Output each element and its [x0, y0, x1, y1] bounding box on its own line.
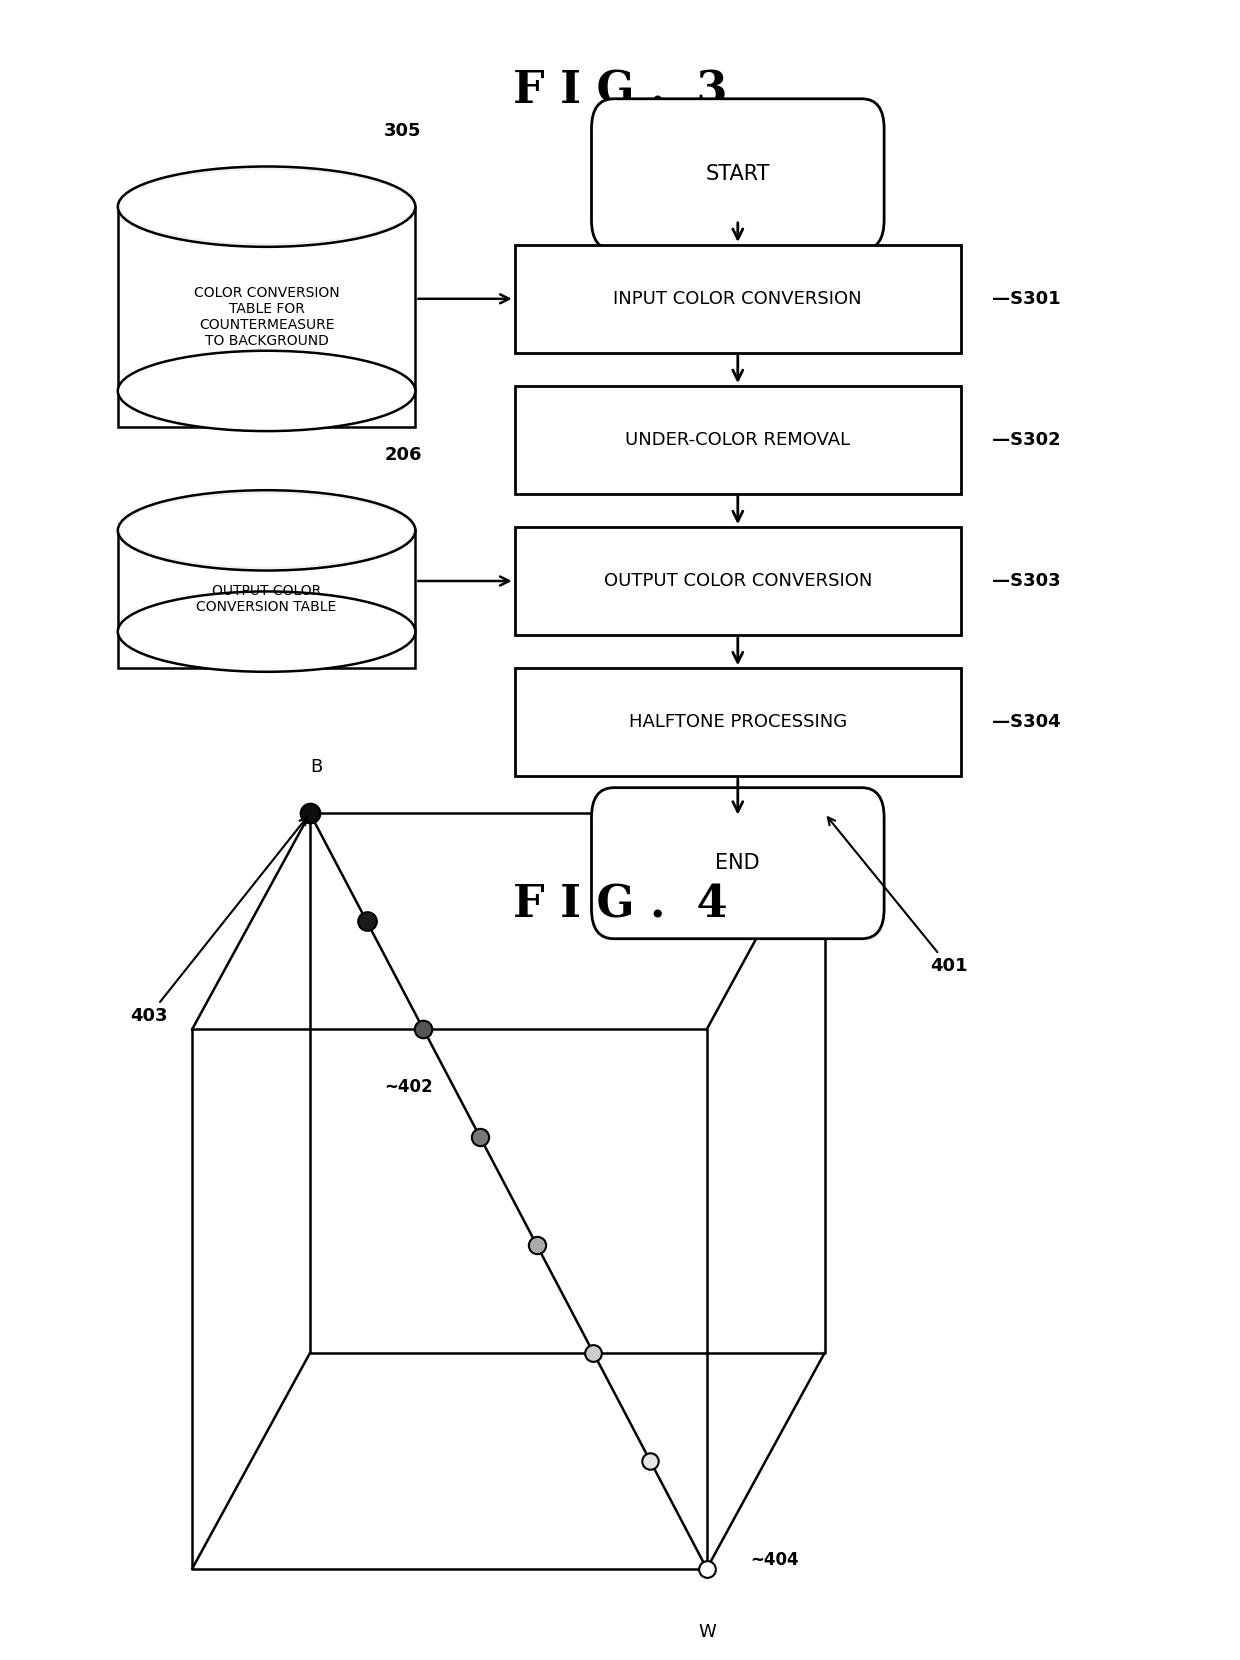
Text: —S301: —S301	[992, 290, 1060, 307]
Bar	[515, 385, 961, 495]
Text: ~402: ~402	[384, 1079, 433, 1096]
Text: B: B	[310, 759, 322, 775]
Ellipse shape	[120, 171, 413, 242]
Point	[470, 1124, 490, 1150]
Point	[527, 1232, 547, 1258]
Point	[413, 1016, 433, 1042]
Point	[640, 1448, 660, 1474]
Bar	[515, 526, 961, 634]
Ellipse shape	[120, 495, 413, 568]
Bar	[118, 531, 415, 667]
Point	[584, 1340, 604, 1366]
Text: OUTPUT COLOR
CONVERSION TABLE: OUTPUT COLOR CONVERSION TABLE	[196, 584, 337, 614]
FancyBboxPatch shape	[591, 98, 884, 249]
Ellipse shape	[118, 591, 415, 672]
Text: 403: 403	[130, 817, 306, 1024]
Text: UNDER-COLOR REMOVAL: UNDER-COLOR REMOVAL	[625, 432, 851, 448]
Text: INPUT COLOR CONVERSION: INPUT COLOR CONVERSION	[614, 290, 862, 307]
Bar	[515, 244, 961, 352]
Ellipse shape	[118, 350, 415, 432]
Point	[300, 800, 320, 827]
Text: —S304: —S304	[992, 714, 1060, 730]
Ellipse shape	[118, 490, 415, 571]
Ellipse shape	[118, 166, 415, 247]
Text: 401: 401	[828, 817, 967, 974]
Text: W: W	[698, 1623, 715, 1640]
Text: —S302: —S302	[992, 432, 1060, 448]
Text: F I G .  3: F I G . 3	[513, 70, 727, 113]
Text: HALFTONE PROCESSING: HALFTONE PROCESSING	[629, 714, 847, 730]
Text: COLOR CONVERSION
TABLE FOR
COUNTERMEASURE
TO BACKGROUND: COLOR CONVERSION TABLE FOR COUNTERMEASUR…	[193, 286, 340, 349]
Text: END: END	[715, 853, 760, 873]
Text: OUTPUT COLOR CONVERSION: OUTPUT COLOR CONVERSION	[604, 573, 872, 589]
FancyBboxPatch shape	[591, 788, 884, 940]
Text: 305: 305	[384, 123, 422, 139]
Text: —S303: —S303	[992, 573, 1060, 589]
Point	[357, 908, 377, 935]
Bar	[118, 208, 415, 428]
Text: START: START	[706, 164, 770, 184]
Text: 206: 206	[384, 447, 422, 463]
Bar	[515, 669, 961, 777]
Point	[697, 1555, 717, 1582]
Text: F I G .  4: F I G . 4	[512, 883, 728, 926]
Text: ~404: ~404	[750, 1552, 799, 1569]
